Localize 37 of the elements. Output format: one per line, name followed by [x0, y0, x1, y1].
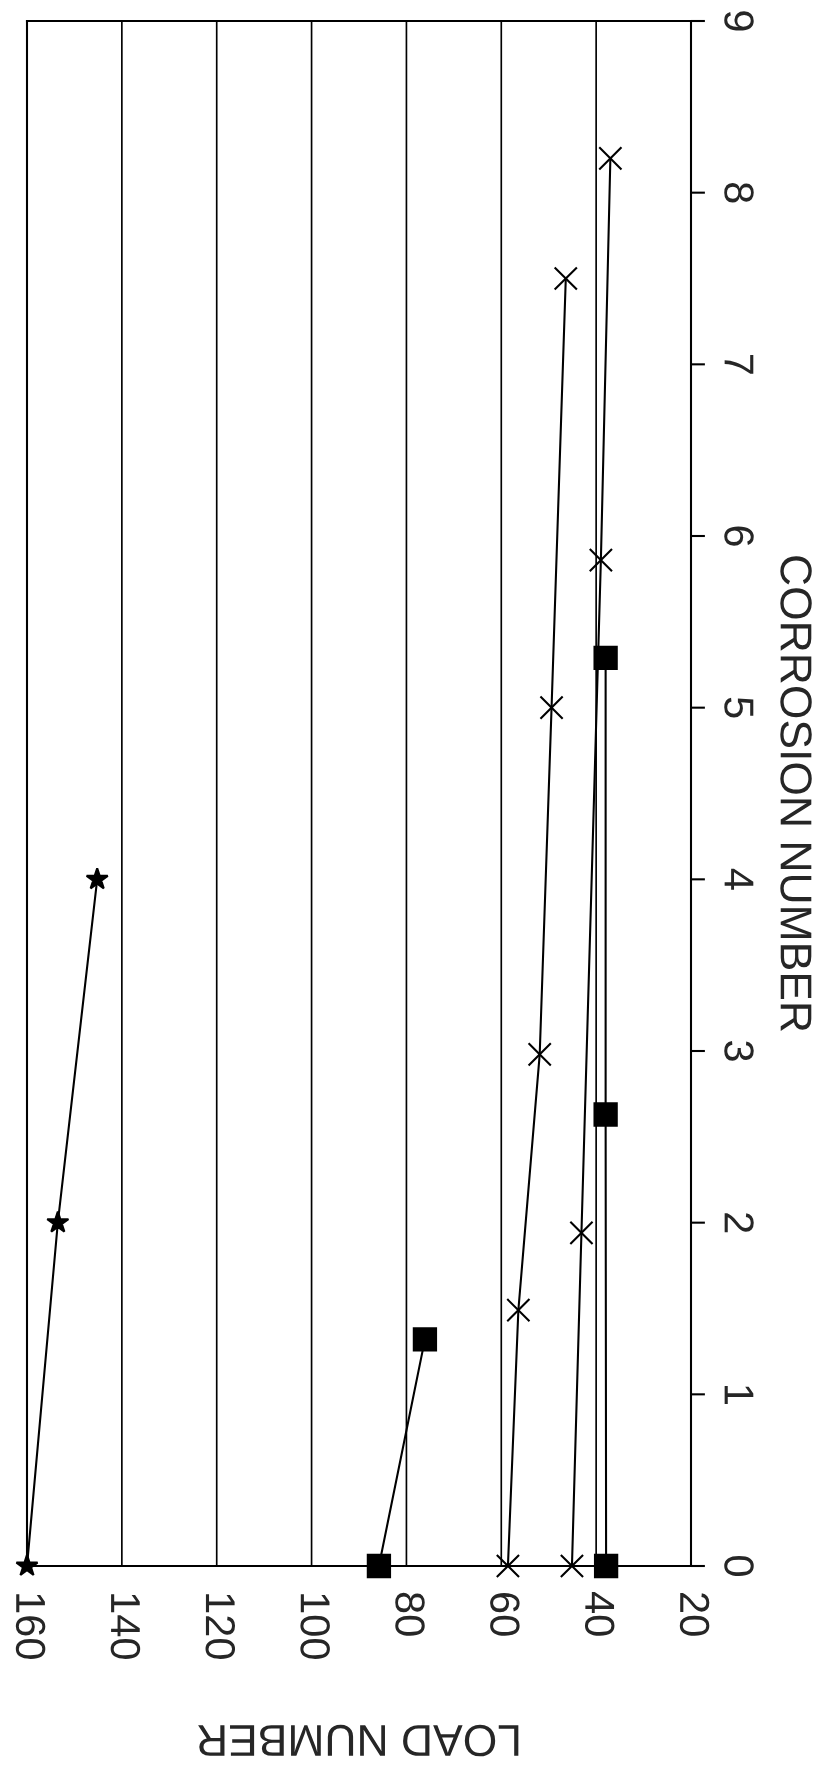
y-tick-label: 3 — [724, 1041, 754, 1061]
x-axis-title: LOAD NUMBER — [198, 1724, 519, 1757]
point — [598, 146, 623, 171]
point — [366, 1553, 392, 1579]
y-tick-label: 2 — [724, 1213, 754, 1233]
point — [569, 1220, 594, 1246]
point — [46, 1210, 70, 1233]
x-tick-label: 80 — [395, 1592, 425, 1636]
x-tick-label: 120 — [205, 1594, 236, 1659]
point — [593, 1102, 618, 1127]
y-tick-label: 7 — [724, 354, 754, 374]
point — [559, 1553, 585, 1579]
x-tick-label: 40 — [584, 1591, 615, 1636]
point — [85, 867, 109, 890]
point — [412, 1327, 438, 1352]
point — [593, 645, 618, 671]
y-tick-label: 1 — [724, 1385, 754, 1404]
x-tick-label: 160 — [15, 1594, 46, 1659]
x-tick-label: 60 — [490, 1593, 520, 1636]
point — [506, 1298, 531, 1323]
x-tick-label: 140 — [110, 1594, 141, 1659]
y-tick-label: 6 — [724, 526, 754, 546]
point — [15, 1553, 39, 1577]
point — [539, 695, 564, 720]
x-tick-label: 20 — [679, 1593, 710, 1636]
y-tick-label: 9 — [724, 11, 754, 31]
y-tick-label: 4 — [724, 868, 754, 890]
y-tick-label: 8 — [724, 182, 754, 203]
y-axis-title: CORROSION NUMBER — [780, 556, 812, 1031]
point — [495, 1553, 521, 1579]
point — [527, 1042, 552, 1067]
point — [588, 547, 614, 573]
x-tick-label: 100 — [300, 1594, 330, 1659]
point — [593, 1553, 619, 1579]
y-tick-label: 5 — [724, 697, 754, 718]
y-tick-label: 0 — [724, 1556, 754, 1576]
point — [553, 266, 578, 291]
